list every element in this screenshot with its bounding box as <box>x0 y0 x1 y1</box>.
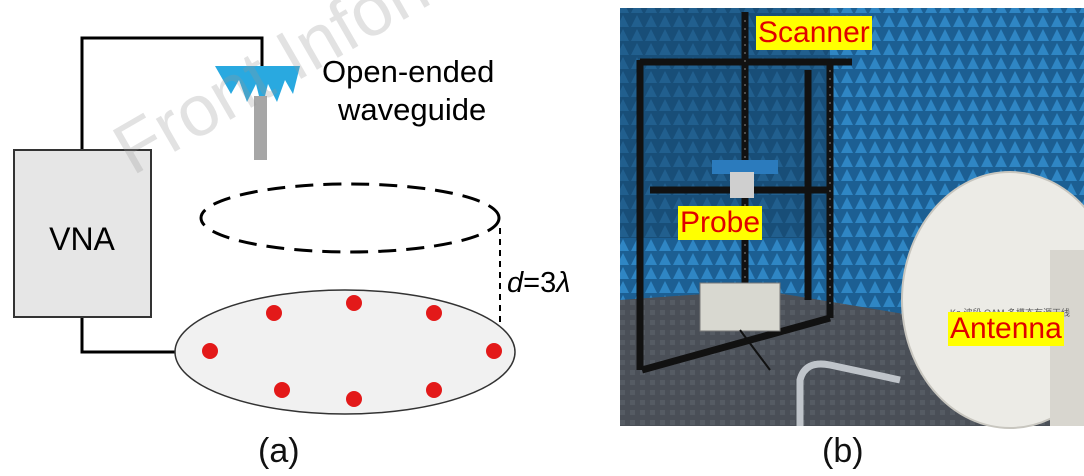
array-element <box>426 382 442 398</box>
cable <box>739 329 771 371</box>
scan-ellipse <box>199 182 501 254</box>
vna-cable-top <box>80 36 264 150</box>
railing <box>796 360 901 426</box>
antenna-disk <box>901 171 1084 429</box>
distance-label: d=3λ <box>507 267 571 299</box>
horn-icon <box>215 66 300 108</box>
antenna-label: Antenna <box>948 312 1064 346</box>
array-elements <box>202 295 502 407</box>
vna-cable-bottom <box>80 317 176 354</box>
antenna-aperture <box>174 289 516 415</box>
array-element <box>346 295 362 311</box>
probe-label: Probe <box>678 206 763 240</box>
vna-label: VNA <box>49 221 115 257</box>
caption-a: (a) <box>258 432 300 470</box>
probe-carriage <box>712 160 778 174</box>
measurement-schematic: VNA Open-ended waveguide d=3λ <box>13 36 571 415</box>
array-element <box>266 305 282 321</box>
waveguide-label-line2: waveguide <box>337 92 486 127</box>
scanner-frame-holes <box>744 20 831 310</box>
caption-b: (b) <box>822 432 864 470</box>
array-element <box>274 382 290 398</box>
waveguide-label-line1: Open-ended <box>322 54 494 89</box>
array-element <box>346 391 362 407</box>
waveguide-stem <box>254 96 267 160</box>
array-element <box>426 305 442 321</box>
scanner-label: Scanner <box>756 16 872 50</box>
array-element <box>486 343 502 359</box>
probe-mount <box>730 172 754 198</box>
array-element <box>202 343 218 359</box>
vna-box <box>13 149 152 318</box>
controller-box <box>699 282 781 332</box>
